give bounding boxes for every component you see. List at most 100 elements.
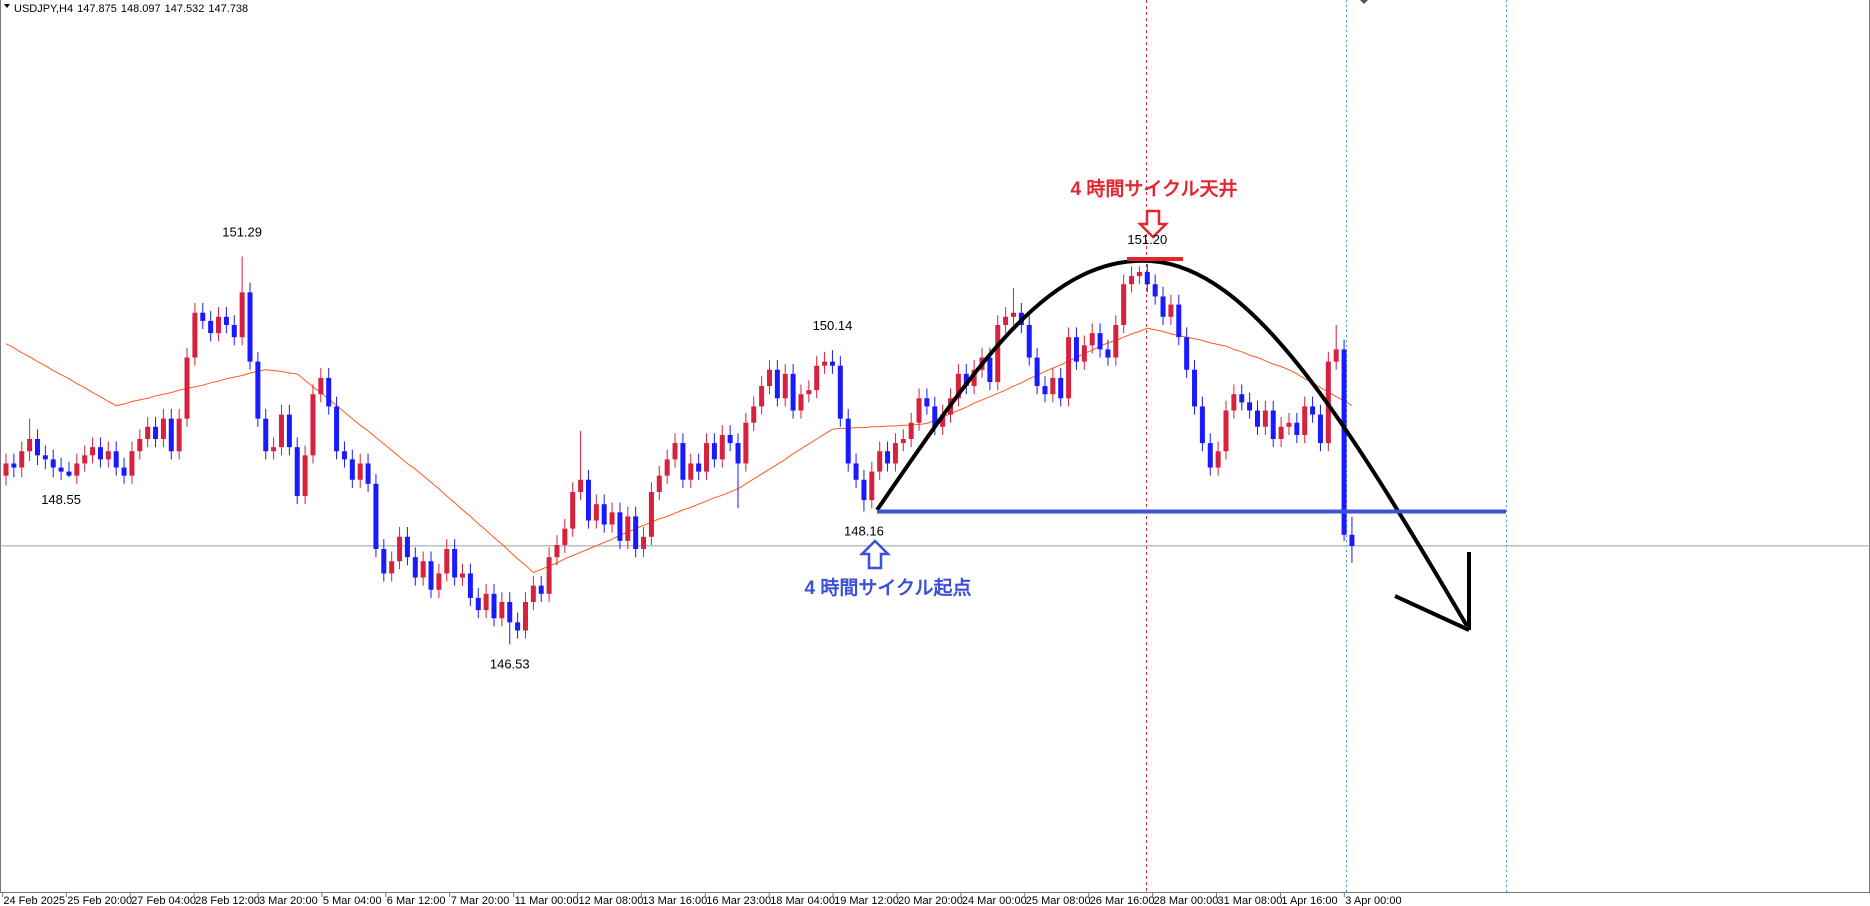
candle-body <box>1058 377 1064 399</box>
candle-body <box>633 516 639 550</box>
candle-body <box>1254 410 1260 427</box>
candle-body <box>42 455 48 460</box>
time-label: 18 Mar 04:00 <box>770 895 835 906</box>
candle-body <box>263 418 269 452</box>
candle-body <box>1034 357 1040 387</box>
candle-body <box>475 597 481 611</box>
candle-body <box>365 463 371 484</box>
candle-body <box>877 451 883 472</box>
candle-body <box>1160 296 1166 317</box>
candle-body <box>1294 422 1300 435</box>
arrow-head <box>1394 594 1470 632</box>
moving-average <box>5 327 1353 574</box>
candle-body <box>515 622 521 631</box>
candle-body <box>97 447 103 460</box>
candle-body <box>373 483 379 550</box>
candle-body <box>829 361 835 366</box>
candle-body <box>452 549 458 578</box>
candle-body <box>82 455 88 464</box>
candle-body <box>885 451 891 464</box>
candle-body <box>656 475 662 492</box>
candle-body <box>955 373 961 399</box>
candle-body <box>1262 410 1268 427</box>
candle-body <box>247 292 253 362</box>
time-label: 16 Mar 23:00 <box>706 895 771 906</box>
plot: 24 Feb 2025 25 Feb 20:00 27 Feb 04:00 28 Fe… <box>0 256 1870 906</box>
time-label: 24 Feb 2025 <box>3 895 65 906</box>
candle-body <box>1247 402 1253 411</box>
candle-body <box>774 369 780 399</box>
candle-body <box>1097 333 1103 350</box>
candle-body <box>66 471 72 476</box>
candle-body <box>688 463 694 480</box>
time-label: 13 Mar 16:00 <box>642 895 707 906</box>
candle-body <box>601 504 607 525</box>
candle-body <box>845 418 851 464</box>
candle-body <box>1121 284 1127 325</box>
candle-body <box>302 455 308 497</box>
candle-body <box>145 426 151 440</box>
candle-body <box>696 463 702 472</box>
candle-body <box>467 573 473 598</box>
candle-body <box>1207 443 1213 468</box>
candle-body <box>105 451 111 460</box>
candle-body <box>900 439 906 444</box>
price-label: 148.55 <box>41 492 81 507</box>
menu-triangle[interactable] <box>4 4 10 8</box>
candle-body <box>617 512 623 541</box>
candle-body <box>1144 272 1150 285</box>
time-label: 1 Apr 16:00 <box>1281 895 1337 906</box>
time-label: 24 Mar 00:00 <box>962 895 1027 906</box>
candle-body <box>641 536 647 550</box>
candle-body <box>1113 324 1119 358</box>
candle-body <box>334 406 340 452</box>
candle-body <box>664 459 670 476</box>
time-label: 28 Feb 12:00 <box>195 895 260 906</box>
header: USDJPY,H4 147.875 148.097 147.532 147.738 <box>14 3 248 15</box>
candle-body <box>255 361 261 419</box>
candle-body <box>924 398 930 407</box>
candle-body <box>790 373 796 411</box>
candle-body <box>1105 349 1111 358</box>
candle-body <box>278 414 284 448</box>
candle-body <box>672 443 678 460</box>
candle-body <box>90 447 96 456</box>
candle-body <box>759 386 765 407</box>
price-label: 151.29 <box>222 225 262 240</box>
candle-body <box>239 292 245 338</box>
candle-body <box>1184 337 1190 370</box>
down-arrow <box>1136 209 1170 239</box>
header-quote: 148.097 <box>121 3 161 15</box>
candle-body <box>837 365 843 419</box>
time-label: 27 Feb 04:00 <box>131 895 196 906</box>
candle-body <box>806 390 812 395</box>
candle-body <box>1010 312 1016 317</box>
shift-marker <box>1360 0 1368 4</box>
candle-body <box>570 491 576 529</box>
candle-body <box>3 463 9 476</box>
candle-body <box>113 451 119 468</box>
candle-body <box>908 422 914 440</box>
candle-body <box>853 463 859 480</box>
candle-body <box>216 316 222 334</box>
candle-body <box>869 471 875 501</box>
candle-body <box>74 463 80 476</box>
candle-body <box>27 439 33 452</box>
candle-body <box>1310 406 1316 415</box>
candle-body <box>814 365 820 391</box>
candle-body <box>460 573 466 578</box>
candle-body <box>648 491 654 537</box>
candle-body <box>1239 394 1245 403</box>
time-label: 3 Apr 00:00 <box>1345 895 1401 906</box>
candle-body <box>310 394 316 456</box>
time-label: 12 Mar 08:00 <box>579 895 644 906</box>
candle-body <box>326 377 332 407</box>
candle-body <box>19 451 25 468</box>
candle-body <box>1136 272 1142 277</box>
candle-body <box>727 434 733 444</box>
candle-body <box>1286 422 1292 427</box>
candle-body <box>349 459 355 480</box>
candle-body <box>609 512 615 525</box>
candle-body <box>192 312 198 358</box>
